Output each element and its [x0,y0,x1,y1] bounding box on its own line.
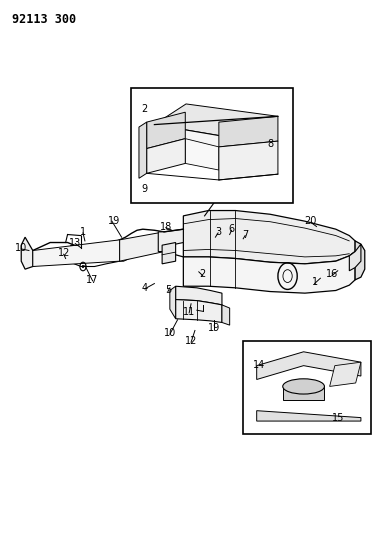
Text: 3: 3 [215,227,221,237]
Text: 11: 11 [183,307,195,317]
Text: 4: 4 [142,283,148,293]
Text: 10: 10 [15,243,27,253]
Polygon shape [183,252,355,293]
Polygon shape [162,243,176,264]
Text: 19: 19 [208,323,220,333]
Polygon shape [147,112,185,149]
Polygon shape [147,139,185,173]
Text: 20: 20 [305,216,317,226]
Polygon shape [154,104,278,141]
Text: 2: 2 [200,270,206,279]
Ellipse shape [283,379,324,394]
Text: 1: 1 [80,227,86,237]
Polygon shape [185,139,219,170]
Polygon shape [219,141,278,180]
Text: 17: 17 [86,275,99,285]
Text: 92113 300: 92113 300 [12,13,76,26]
Polygon shape [154,125,252,170]
Polygon shape [330,362,361,386]
Polygon shape [21,237,33,269]
Text: 16: 16 [326,270,338,279]
Text: 12: 12 [185,336,197,346]
Text: 1: 1 [312,278,318,287]
Text: 13: 13 [69,238,81,247]
Polygon shape [158,229,183,252]
Text: 9: 9 [142,184,148,194]
Polygon shape [120,232,164,261]
Text: 6: 6 [229,224,235,234]
Polygon shape [176,286,222,305]
Polygon shape [257,410,361,421]
Polygon shape [139,122,147,178]
Text: 2: 2 [142,104,148,114]
Text: 18: 18 [160,222,172,231]
Text: 7: 7 [242,230,248,239]
Polygon shape [257,352,361,379]
Bar [243,341,371,434]
Polygon shape [33,240,120,266]
Polygon shape [355,241,365,280]
Text: 12: 12 [58,248,70,258]
Polygon shape [176,300,222,322]
Text: 19: 19 [108,216,120,226]
Text: 10: 10 [164,328,176,338]
Polygon shape [170,286,176,319]
Text: 5: 5 [165,286,171,295]
Polygon shape [219,116,278,147]
Bar [131,88,293,203]
Circle shape [82,265,84,268]
Polygon shape [222,305,230,325]
Polygon shape [183,211,355,264]
Polygon shape [349,244,361,271]
Text: 15: 15 [332,414,344,423]
Text: 14: 14 [253,360,265,370]
Polygon shape [283,386,324,400]
Text: 8: 8 [267,139,273,149]
